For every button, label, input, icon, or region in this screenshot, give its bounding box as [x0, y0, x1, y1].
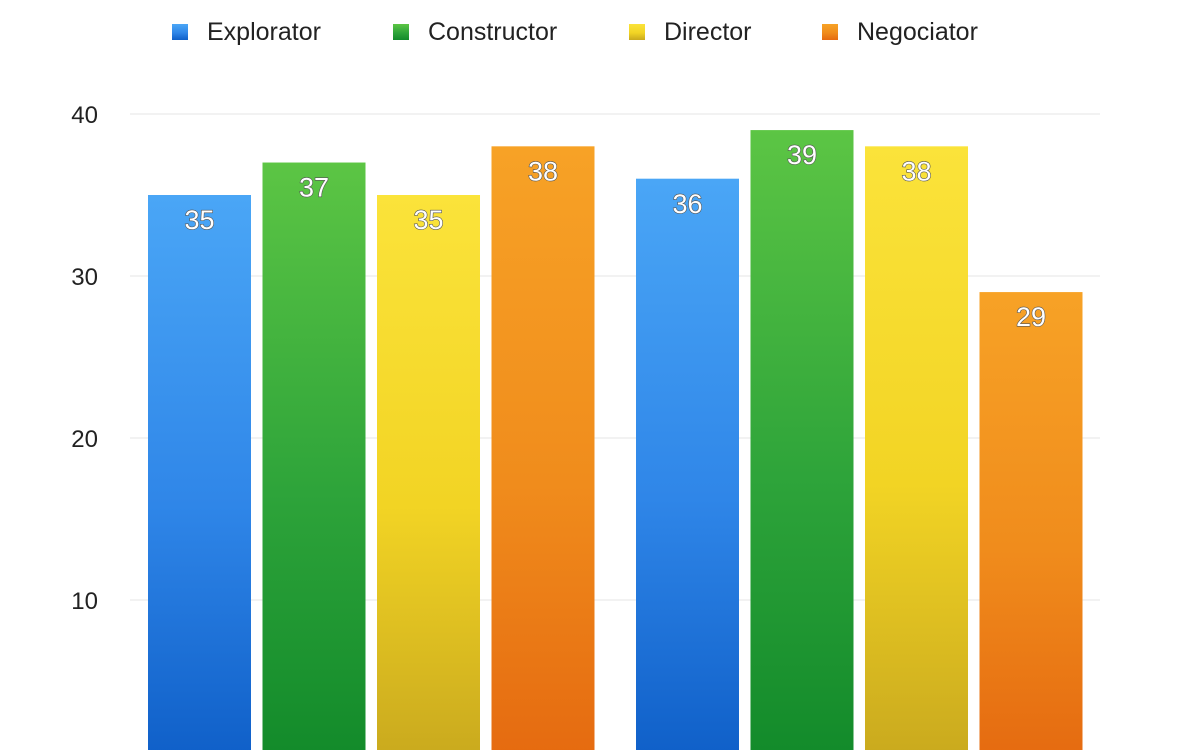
y-tick-label: 30 [71, 264, 98, 291]
legend-label: Explorator [207, 18, 321, 46]
legend-swatch [629, 24, 645, 40]
y-axis: 10 20 30 40 [71, 102, 98, 615]
bar-explorator-group-2 [636, 178, 739, 750]
data-label-negociator-group-2: 29 [1016, 302, 1046, 332]
bar-negociator-group-2 [979, 292, 1083, 750]
bar-highlight [636, 178, 739, 181]
legend: Explorator Constructor Director Negociator [172, 18, 978, 46]
bar-highlight [377, 195, 480, 197]
legend-item-director: Director [629, 18, 752, 46]
bar-highlight [491, 146, 595, 149]
bar-constructor-group-2 [750, 130, 854, 750]
legend-label: Constructor [428, 18, 557, 46]
legend-label: Negociator [857, 18, 978, 46]
legend-swatch [393, 24, 409, 40]
legend-swatch [822, 24, 838, 40]
data-label-director-group-2: 38 [901, 156, 931, 186]
bar-highlight [865, 146, 968, 149]
bar-highlight [262, 162, 366, 165]
data-label-explorator-group-2: 36 [672, 189, 702, 219]
legend-item-negociator: Negociator [822, 18, 978, 46]
bars [148, 130, 1083, 750]
data-label-constructor-group-1: 37 [299, 173, 329, 203]
bar-highlight [750, 130, 854, 133]
bar-director-group-2 [865, 146, 968, 750]
bar-highlight [979, 292, 1083, 295]
y-tick-label: 20 [71, 426, 98, 453]
legend-item-explorator: Explorator [172, 18, 321, 46]
data-label-negociator-group-1: 38 [528, 156, 558, 186]
legend-label: Director [664, 18, 752, 46]
legend-swatch [172, 24, 188, 40]
bar-explorator-group-1 [148, 195, 251, 750]
bar-highlight [148, 195, 251, 197]
data-label-constructor-group-2: 39 [787, 140, 817, 170]
y-tick-label: 10 [71, 588, 98, 615]
y-tick-label: 40 [71, 102, 98, 129]
data-label-explorator-group-1: 35 [184, 205, 214, 235]
bar-director-group-1 [377, 195, 480, 750]
bar-negociator-group-1 [491, 146, 595, 750]
data-label-director-group-1: 35 [413, 205, 443, 235]
bar-constructor-group-1 [262, 162, 366, 750]
legend-item-constructor: Constructor [393, 18, 557, 46]
data-labels: 35 36 37 39 35 38 38 29 [184, 140, 1047, 333]
